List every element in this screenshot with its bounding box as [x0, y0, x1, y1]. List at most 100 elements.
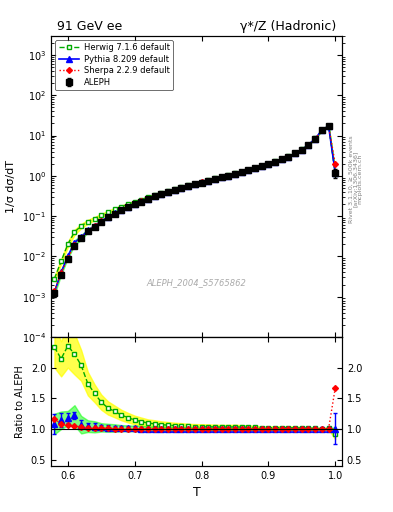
- Herwig 7.1.6 default: [186, 182, 191, 188]
- Sherpa 2.2.9 default: [146, 196, 151, 202]
- Herwig 7.1.6 default: [279, 156, 284, 162]
- Line: Sherpa 2.2.9 default: Sherpa 2.2.9 default: [52, 124, 337, 293]
- Pythia 8.209 default: [286, 154, 291, 160]
- Pythia 8.209 default: [146, 196, 151, 202]
- Y-axis label: Ratio to ALEPH: Ratio to ALEPH: [15, 365, 25, 438]
- Sherpa 2.2.9 default: [306, 142, 311, 148]
- Legend: Herwig 7.1.6 default, Pythia 8.209 default, Sherpa 2.2.9 default, ALEPH: Herwig 7.1.6 default, Pythia 8.209 defau…: [55, 40, 173, 90]
- Sherpa 2.2.9 default: [226, 173, 231, 179]
- Pythia 8.209 default: [259, 163, 264, 169]
- Pythia 8.209 default: [320, 127, 324, 134]
- Text: Rivet 3.1.10, ≥ 500k events: Rivet 3.1.10, ≥ 500k events: [349, 135, 354, 223]
- Pythia 8.209 default: [213, 176, 217, 182]
- Herwig 7.1.6 default: [259, 163, 264, 169]
- Pythia 8.209 default: [239, 169, 244, 175]
- Sherpa 2.2.9 default: [59, 270, 64, 276]
- Sherpa 2.2.9 default: [106, 214, 110, 220]
- Herwig 7.1.6 default: [79, 223, 84, 229]
- Pythia 8.209 default: [246, 167, 251, 173]
- Herwig 7.1.6 default: [152, 192, 157, 198]
- Pythia 8.209 default: [326, 123, 331, 129]
- Sherpa 2.2.9 default: [179, 185, 184, 191]
- Pythia 8.209 default: [293, 151, 298, 157]
- Herwig 7.1.6 default: [119, 204, 124, 210]
- Sherpa 2.2.9 default: [326, 123, 331, 129]
- Herwig 7.1.6 default: [132, 199, 137, 205]
- Pythia 8.209 default: [119, 207, 124, 213]
- Pythia 8.209 default: [306, 142, 311, 148]
- Herwig 7.1.6 default: [326, 122, 331, 129]
- Herwig 7.1.6 default: [92, 216, 97, 222]
- Pythia 8.209 default: [66, 253, 70, 260]
- Herwig 7.1.6 default: [320, 127, 324, 133]
- Sherpa 2.2.9 default: [79, 234, 84, 241]
- Sherpa 2.2.9 default: [206, 178, 211, 184]
- Herwig 7.1.6 default: [52, 275, 57, 282]
- Sherpa 2.2.9 default: [139, 198, 144, 204]
- Herwig 7.1.6 default: [86, 219, 90, 225]
- Sherpa 2.2.9 default: [66, 255, 70, 261]
- Herwig 7.1.6 default: [293, 150, 298, 156]
- Sherpa 2.2.9 default: [253, 165, 257, 172]
- Herwig 7.1.6 default: [193, 181, 197, 187]
- Sherpa 2.2.9 default: [286, 154, 291, 160]
- Pythia 8.209 default: [273, 159, 277, 165]
- Herwig 7.1.6 default: [333, 171, 338, 177]
- Sherpa 2.2.9 default: [199, 179, 204, 185]
- Pythia 8.209 default: [219, 174, 224, 180]
- Sherpa 2.2.9 default: [99, 218, 104, 224]
- Sherpa 2.2.9 default: [112, 210, 117, 217]
- Herwig 7.1.6 default: [199, 179, 204, 185]
- Herwig 7.1.6 default: [146, 194, 151, 200]
- Pythia 8.209 default: [233, 171, 237, 177]
- Herwig 7.1.6 default: [286, 153, 291, 159]
- Pythia 8.209 default: [72, 240, 77, 246]
- Text: [arXiv:1306.3436]: [arXiv:1306.3436]: [353, 151, 358, 207]
- Pythia 8.209 default: [59, 269, 64, 275]
- Herwig 7.1.6 default: [299, 146, 304, 153]
- Herwig 7.1.6 default: [226, 172, 231, 178]
- Sherpa 2.2.9 default: [126, 204, 130, 210]
- Sherpa 2.2.9 default: [320, 127, 324, 134]
- Sherpa 2.2.9 default: [166, 189, 171, 195]
- Sherpa 2.2.9 default: [239, 169, 244, 175]
- Sherpa 2.2.9 default: [259, 163, 264, 169]
- Pythia 8.209 default: [179, 185, 184, 191]
- Pythia 8.209 default: [173, 187, 177, 193]
- Herwig 7.1.6 default: [179, 184, 184, 190]
- Sherpa 2.2.9 default: [159, 191, 164, 197]
- Sherpa 2.2.9 default: [52, 288, 57, 294]
- Sherpa 2.2.9 default: [333, 161, 338, 167]
- Sherpa 2.2.9 default: [219, 174, 224, 180]
- Pythia 8.209 default: [132, 201, 137, 207]
- Pythia 8.209 default: [92, 223, 97, 229]
- Text: γ*/Z (Hadronic): γ*/Z (Hadronic): [240, 20, 336, 33]
- Pythia 8.209 default: [266, 161, 271, 167]
- Pythia 8.209 default: [152, 194, 157, 200]
- Herwig 7.1.6 default: [106, 209, 110, 215]
- Y-axis label: 1/σ dσ/dT: 1/σ dσ/dT: [6, 160, 17, 213]
- Sherpa 2.2.9 default: [233, 171, 237, 177]
- Sherpa 2.2.9 default: [72, 242, 77, 248]
- Pythia 8.209 default: [126, 204, 130, 210]
- Herwig 7.1.6 default: [166, 188, 171, 194]
- Pythia 8.209 default: [193, 181, 197, 187]
- Text: ALEPH_2004_S5765862: ALEPH_2004_S5765862: [147, 278, 246, 287]
- Sherpa 2.2.9 default: [273, 159, 277, 165]
- Text: 91 GeV ee: 91 GeV ee: [57, 20, 122, 33]
- Sherpa 2.2.9 default: [279, 156, 284, 162]
- Herwig 7.1.6 default: [99, 212, 104, 218]
- Herwig 7.1.6 default: [126, 201, 130, 207]
- Text: mcplots.cern.ch: mcplots.cern.ch: [357, 154, 362, 204]
- Herwig 7.1.6 default: [112, 206, 117, 212]
- X-axis label: T: T: [193, 486, 200, 499]
- Herwig 7.1.6 default: [219, 174, 224, 180]
- Pythia 8.209 default: [199, 179, 204, 185]
- Herwig 7.1.6 default: [266, 161, 271, 167]
- Pythia 8.209 default: [206, 178, 211, 184]
- Pythia 8.209 default: [159, 191, 164, 197]
- Pythia 8.209 default: [226, 173, 231, 179]
- Herwig 7.1.6 default: [72, 229, 77, 235]
- Pythia 8.209 default: [112, 210, 117, 217]
- Pythia 8.209 default: [106, 214, 110, 220]
